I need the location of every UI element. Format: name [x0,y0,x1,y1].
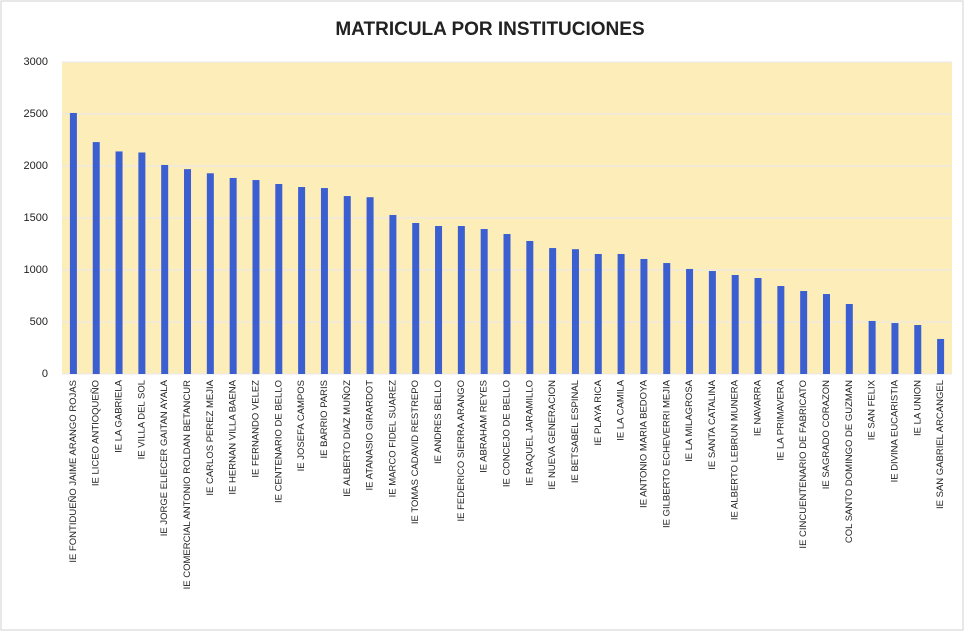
x-tick-label: IE HERNAN VILLA BAENA [228,379,239,494]
bar [640,258,648,374]
x-tick-label: IE SAN GABRIEL ARCANGEL [935,380,946,509]
bar [800,291,808,374]
x-tick-label: IE ANTONIO MARIA BEDOYA [638,379,649,508]
bar [686,268,694,374]
bar [435,226,443,374]
x-tick-label: IE NUEVA GENERACION [547,380,558,490]
bar [184,169,192,374]
bar [320,188,328,374]
x-tick-label: IE SAN FELIX [867,379,878,440]
x-tick-label: IE BETSABEL ESPINAL [570,380,581,483]
bar [389,214,397,374]
bar [412,222,420,374]
bar [92,142,100,374]
bar [708,271,716,374]
x-tick-label: IE ANDRES BELLO [433,380,444,464]
x-tick-label: IE MARCO FIDEL SUAREZ [387,380,398,498]
x-tick-label: IE CONCEJO DE BELLO [502,380,513,487]
bar [868,320,876,374]
y-tick-label: 1000 [24,264,48,276]
x-tick-label: IE SAGRADO CORAZON [821,380,832,489]
bar [206,173,214,374]
bar [914,325,922,374]
y-tick-label: 1500 [24,212,48,224]
x-tick-label: IE LA UNION [912,380,923,436]
bar [549,248,557,374]
bar [366,197,374,374]
x-tick-label: IE CENTENARIO DE BELLO [273,380,284,503]
bar [822,294,830,374]
bar [275,183,283,374]
bar [480,229,488,374]
x-tick-label: IE RAQUEL JARAMILLO [524,380,535,486]
x-tick-label: IE CINCUENTENARIO DE FABRICATO [798,380,809,549]
x-tick-label: IE DIVINA EUCARISTIA [889,379,900,482]
x-tick-label: IE LA PRIMAVERA [775,379,786,460]
x-tick-label: IE TOMAS CADAVID RESTREPO [410,380,421,524]
bar [526,240,534,374]
bar [115,151,123,374]
bar [457,226,465,374]
y-tick-label: 2000 [24,160,48,172]
bar [663,263,671,374]
bar [937,338,945,374]
x-tick-label: IE PLAYA RICA [593,379,604,445]
x-tick-label: IE JOSEFA CAMPOS [296,380,307,471]
x-tick-label: IE BARRIO PARIS [319,380,330,458]
bar [891,323,899,374]
x-tick-label: IE JORGE ELIECER GAITAN AYALA [159,379,170,536]
x-tick-label: IE GILBERTO ECHEVERRI MEJIA [661,379,672,528]
x-tick-label: COL SANTO DOMINGO DE GUZMAN [844,380,855,543]
x-tick-label: IE ATANASIO GIRARDOT [365,380,376,491]
x-tick-label: IE FONTIDUEÑO JAIME ARANGO ROJAS [68,380,79,563]
x-tick-label: IE ALBERTO DIAZ MUÑOZ [342,380,353,497]
chart-title: MATRICULA POR INSTITUCIONES [335,19,644,40]
x-tick-label: IE COMERCIAL ANTONIO ROLDAN BETANCUR [182,380,193,590]
bar [777,286,785,374]
x-tick-label: IE LA CAMILA [616,379,627,440]
y-tick-label: 2500 [24,108,48,120]
x-tick-label: IE LA MILAGROSA [684,379,695,461]
y-tick-label: 3000 [24,56,48,68]
bar [503,234,511,374]
y-tick-label: 0 [42,368,48,380]
bar [845,304,853,374]
x-tick-label: IE FERNANDO VELEZ [250,380,261,478]
y-tick-label: 500 [30,316,48,328]
bar [252,180,260,374]
bar [343,196,351,374]
x-tick-label: IE FEDERICO SIERRA ARANGO [456,380,467,521]
bar [69,112,77,375]
bar [229,177,237,374]
bar [161,164,169,374]
x-tick-label: IE VILLA DEL SOL [136,380,147,459]
bar [731,274,739,374]
x-tick-label: IE CARLOS PEREZ MEJIA [205,379,216,495]
x-tick-label: IE LICEO ANTIOQUEÑO [91,380,102,486]
bar [617,253,625,374]
x-tick-label: IE LA GABRIELA [114,379,125,453]
x-tick-label: IE SANTA CATALINA [707,379,718,469]
bar [594,253,602,374]
x-tick-label: IE NAVARRA [753,379,764,436]
bar [138,152,146,374]
bar [754,278,762,374]
bar [571,249,579,374]
x-tick-label: IE ABRAHAM REYES [479,380,490,473]
bar [298,187,306,374]
x-tick-label: IE ALBERTO LEBRUN MUNERA [730,379,741,520]
